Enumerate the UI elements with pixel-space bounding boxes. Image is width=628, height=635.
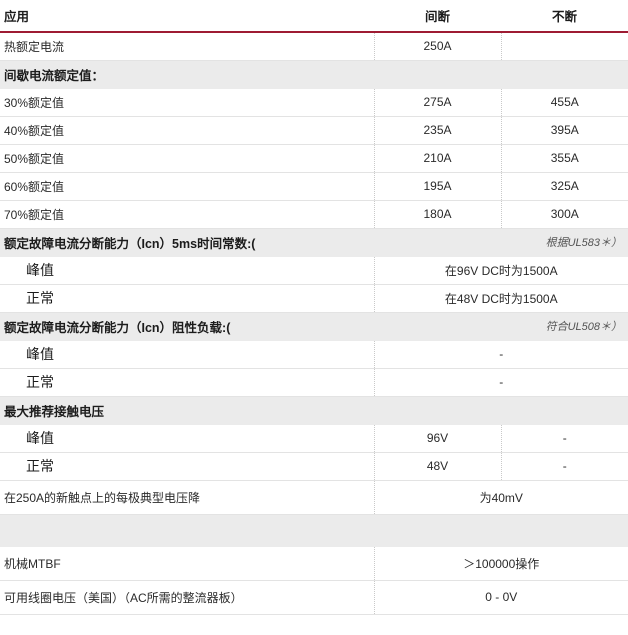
- row-value-intermittent: 235A: [374, 116, 502, 145]
- table-row: 正常 在48V DC时为1500A: [0, 284, 628, 313]
- table-row: 可用线圈电压（美国）（AC所需的整流器板） 0 - 0V: [0, 580, 628, 615]
- section-standard-note: 符合UL508＊）: [374, 312, 628, 341]
- row-value-merged: 为40mV: [374, 480, 628, 515]
- row-value-intermittent: 48V: [374, 452, 502, 481]
- table-row: 峰值 在96V DC时为1500A: [0, 256, 628, 285]
- row-label: 可用线圈电压（美国）（AC所需的整流器板）: [0, 580, 375, 615]
- table-row: 热额定电流 250A: [0, 32, 628, 61]
- column-header-application: 应用: [0, 0, 374, 33]
- row-value-uninterrupted: -: [501, 452, 628, 481]
- row-label: 在250A的新触点上的每极典型电压降: [0, 480, 375, 515]
- row-value-merged: 在48V DC时为1500A: [374, 284, 628, 313]
- section-title: 间歇电流额定值：: [0, 60, 374, 89]
- row-label: 正常: [0, 368, 375, 397]
- table-body: 热额定电流 250A 间歇电流额定值： 30%额定值 275A 455A 40%额定值 235…: [0, 32, 628, 615]
- row-value-uninterrupted: -: [501, 424, 628, 453]
- section-title: 额定故障电流分断能力（Icn）阻性负载:(: [0, 312, 374, 341]
- row-value-intermittent: 96V: [374, 424, 502, 453]
- row-label: 热额定电流: [0, 32, 375, 61]
- row-value-uninterrupted: 455A: [501, 88, 628, 117]
- table-row: 峰值 -: [0, 340, 628, 369]
- row-label: 70%额定值: [0, 200, 375, 229]
- spacer-cell: [0, 514, 628, 547]
- table-header: 应用 间断 不断: [0, 0, 628, 33]
- table-row: 60%额定值 195A 325A: [0, 172, 628, 201]
- table-row: 30%额定值 275A 455A: [0, 88, 628, 117]
- row-value-merged: ＞100000操作: [374, 546, 628, 581]
- section-title: 额定故障电流分断能力（Icn）5ms时间常数:(: [0, 228, 374, 257]
- specifications-table: 应用 间断 不断 热额定电流 250A 间歇电流额定值： 30%额定值 275A 455A…: [0, 0, 628, 615]
- header-row: 应用 间断 不断: [0, 0, 628, 33]
- section-header-row: 额定故障电流分断能力（Icn）阻性负载:(符合UL508＊）: [0, 312, 628, 341]
- section-standard-note: 根据UL583＊）: [374, 228, 628, 257]
- table-row: 40%额定值 235A 395A: [0, 116, 628, 145]
- row-value-uninterrupted: 395A: [501, 116, 628, 145]
- row-value-intermittent: 195A: [374, 172, 502, 201]
- row-label: 峰值: [0, 340, 375, 369]
- table-row: 峰值 96V -: [0, 424, 628, 453]
- table-row: 70%额定值 180A 300A: [0, 200, 628, 229]
- table-row: 在250A的新触点上的每极典型电压降 为40mV: [0, 480, 628, 515]
- section-standard-note: [374, 60, 628, 89]
- section-header-row: 间歇电流额定值：: [0, 60, 628, 89]
- row-label: 正常: [0, 452, 375, 481]
- row-value-merged: 0 - 0V: [374, 580, 628, 615]
- row-label: 机械MTBF: [0, 546, 375, 581]
- row-label: 50%额定值: [0, 144, 375, 173]
- row-value-intermittent: 275A: [374, 88, 502, 117]
- row-value-intermittent: 180A: [374, 200, 502, 229]
- column-header-uninterrupted: 不断: [501, 0, 628, 33]
- row-value-merged: -: [374, 340, 628, 369]
- row-value-uninterrupted: 300A: [501, 200, 628, 229]
- table-row: 50%额定值 210A 355A: [0, 144, 628, 173]
- section-header-row: 额定故障电流分断能力（Icn）5ms时间常数:(根据UL583＊）: [0, 228, 628, 257]
- row-label: 峰值: [0, 424, 375, 453]
- column-header-intermittent: 间断: [374, 0, 501, 33]
- section-header-row: 最大推荐接触电压: [0, 396, 628, 425]
- row-label: 正常: [0, 284, 375, 313]
- row-label: 峰值: [0, 256, 375, 285]
- row-value-uninterrupted: 325A: [501, 172, 628, 201]
- spacer-row: [0, 514, 628, 547]
- row-label: 60%额定值: [0, 172, 375, 201]
- row-label: 40%额定值: [0, 116, 375, 145]
- section-title: 最大推荐接触电压: [0, 396, 374, 425]
- table-row: 正常 48V -: [0, 452, 628, 481]
- row-value-intermittent: 210A: [374, 144, 502, 173]
- row-value-merged: 在96V DC时为1500A: [374, 256, 628, 285]
- row-value-uninterrupted: 355A: [501, 144, 628, 173]
- row-label: 30%额定值: [0, 88, 375, 117]
- table-row: 正常 -: [0, 368, 628, 397]
- section-standard-note: [374, 396, 628, 425]
- row-value-intermittent: 250A: [374, 32, 502, 61]
- table-row: 机械MTBF ＞100000操作: [0, 546, 628, 581]
- row-value-merged: -: [374, 368, 628, 397]
- row-value-uninterrupted: [501, 32, 628, 61]
